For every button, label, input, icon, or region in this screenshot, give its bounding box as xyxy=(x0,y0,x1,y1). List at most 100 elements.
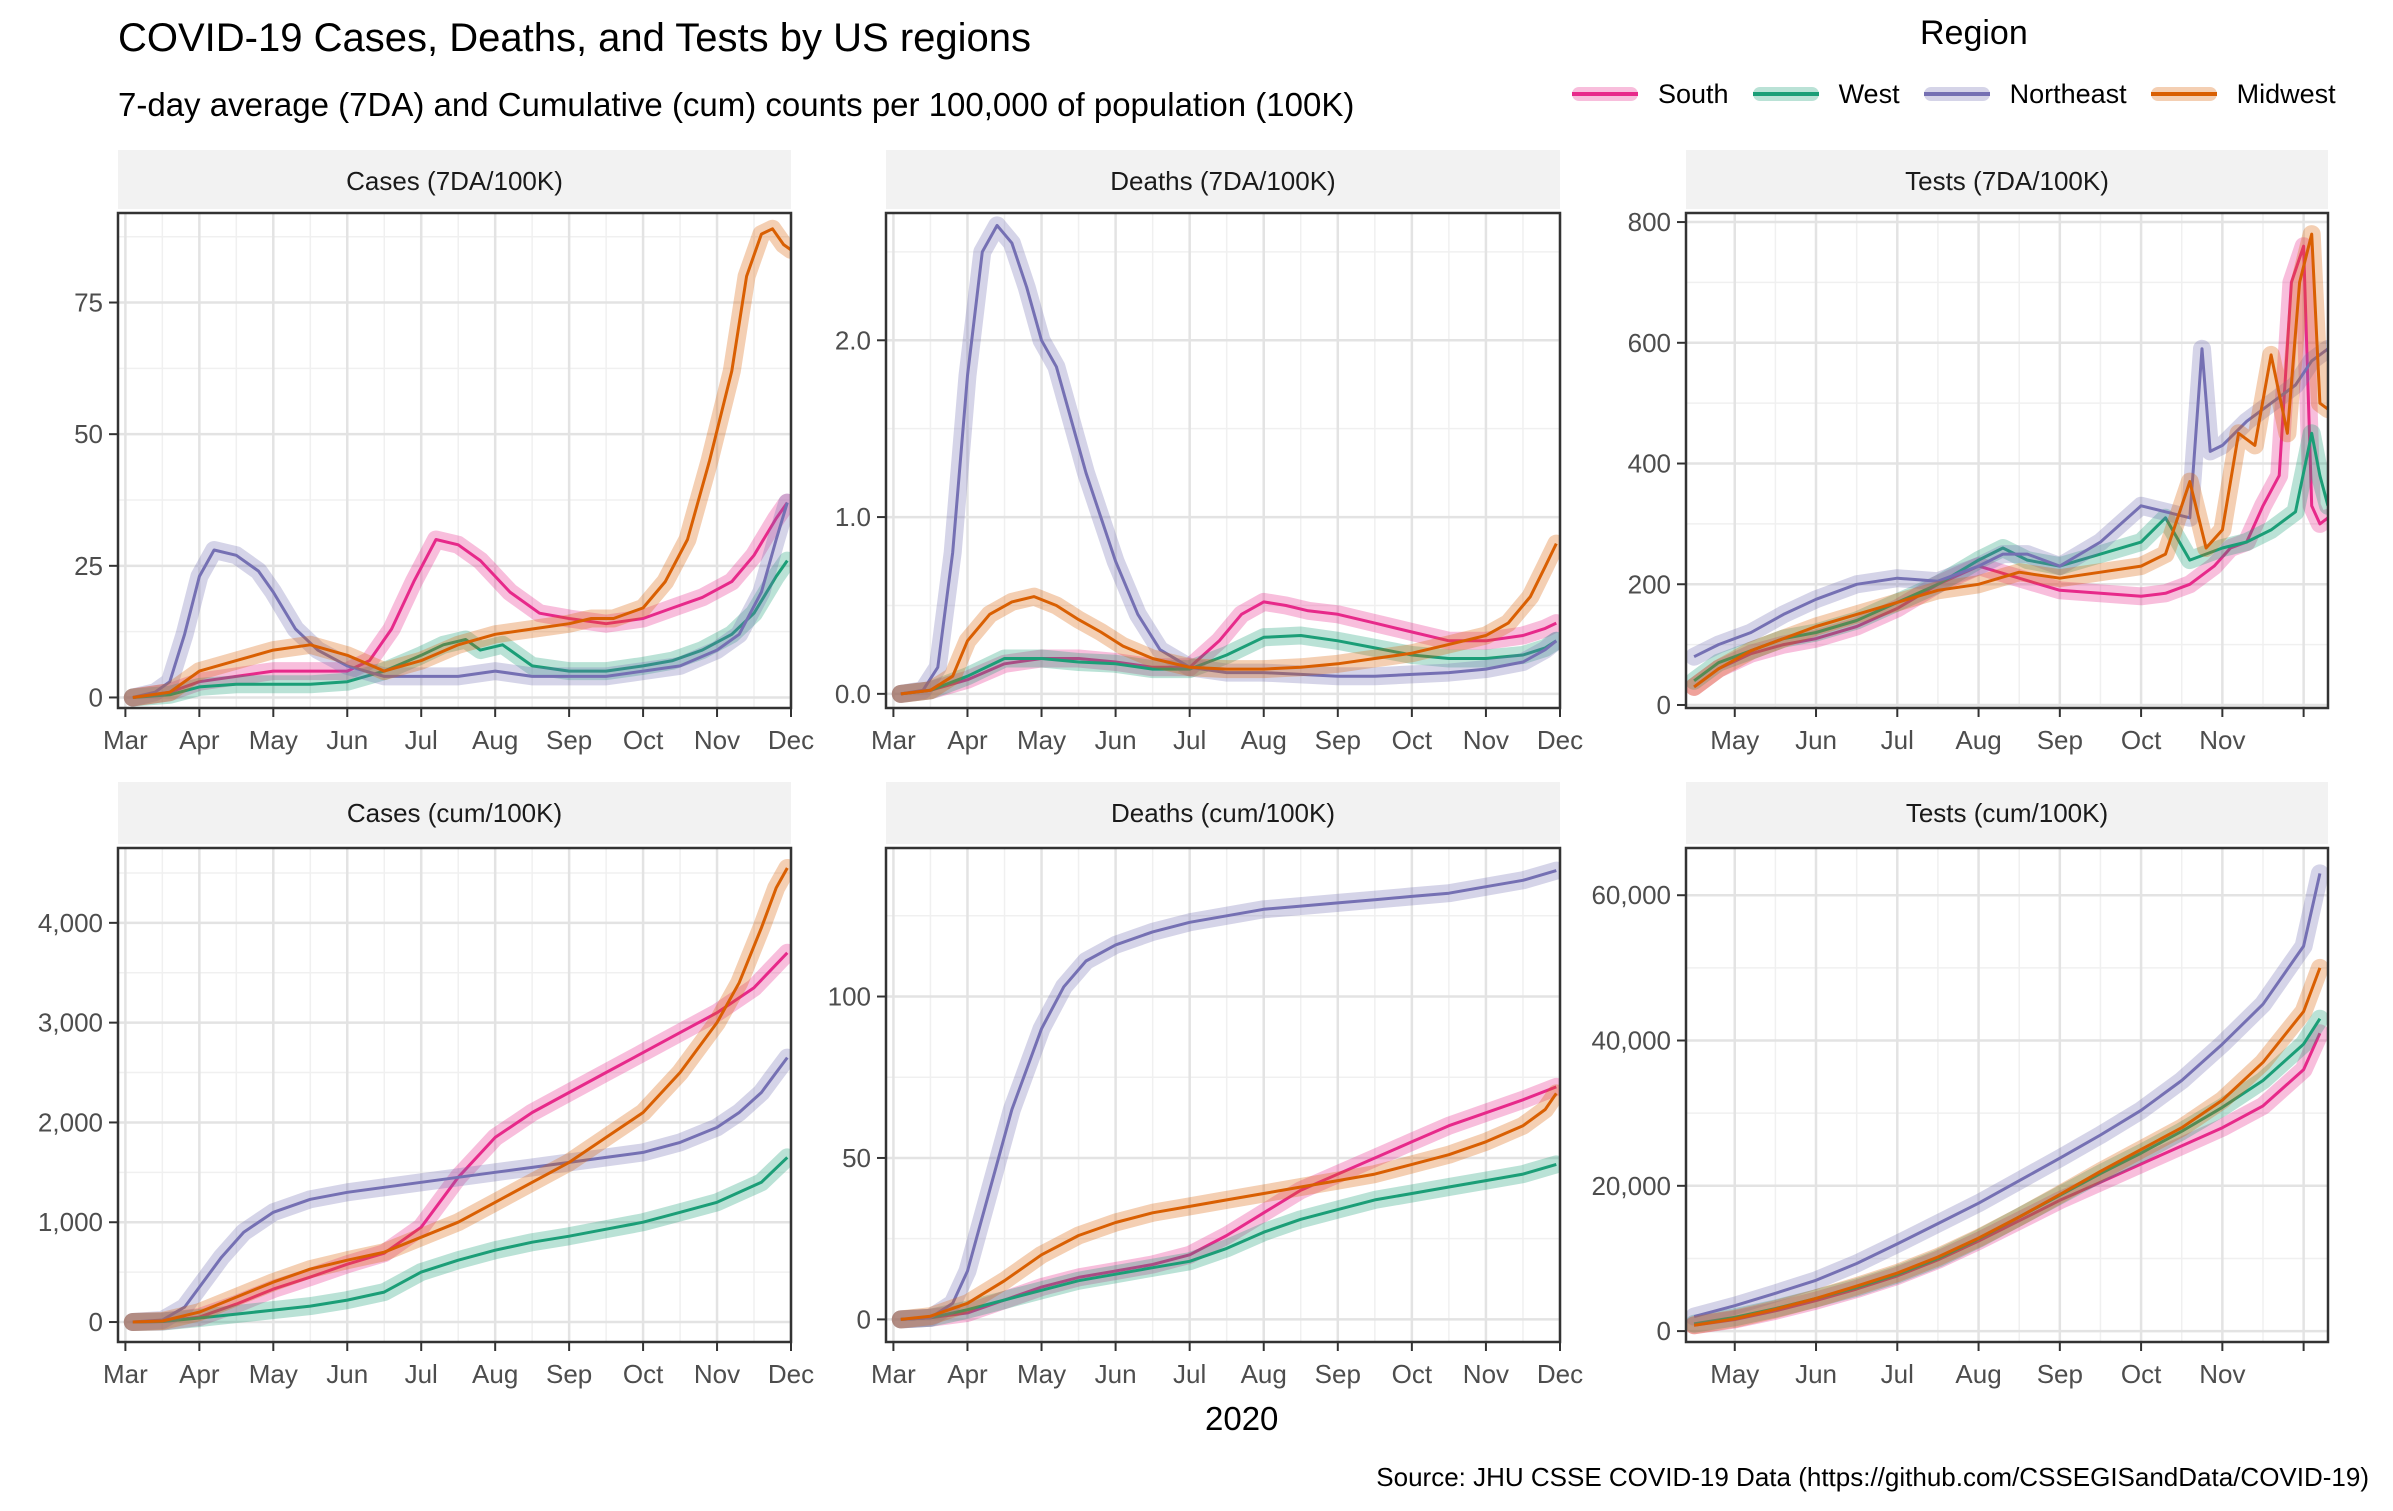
panel-border xyxy=(884,211,1562,710)
x-tick-label: Aug xyxy=(472,725,518,755)
legend-key-northeast xyxy=(1922,74,1992,114)
x-tick-label: Jun xyxy=(1795,1359,1837,1389)
x-tick-label: Aug xyxy=(1955,1359,2001,1389)
series-line-midwest xyxy=(132,867,789,1324)
legend: South West Northeast Midwest xyxy=(1570,74,2358,114)
y-tick-label: 0 xyxy=(89,682,103,712)
x-tick-label: Nov xyxy=(2199,1359,2245,1389)
x-tick-label: Sep xyxy=(1315,725,1361,755)
x-tick-label: Jul xyxy=(1881,725,1914,755)
series-line-west xyxy=(132,1156,789,1324)
legend-label: Midwest xyxy=(2236,78,2336,109)
y-tick-label: 25 xyxy=(74,551,103,581)
chart-title: COVID-19 Cases, Deaths, and Tests by US … xyxy=(118,16,1032,60)
panel-border xyxy=(116,211,793,710)
x-tick-label: Nov xyxy=(694,725,740,755)
series-line-northeast xyxy=(900,223,1558,696)
x-tick-label: Jun xyxy=(326,725,368,755)
series-band-midwest xyxy=(1686,958,2328,1335)
x-tick-label: Oct xyxy=(623,1359,664,1389)
series-band-midwest xyxy=(123,219,791,707)
x-tick-label: Jul xyxy=(1173,1359,1206,1389)
series-line-west xyxy=(1693,1017,2322,1326)
y-tick-label: 60,000 xyxy=(1591,880,1671,910)
series-line-west xyxy=(900,1162,1557,1321)
x-tick-label: Nov xyxy=(694,1359,740,1389)
x-tick-label: Jun xyxy=(1095,1359,1137,1389)
x-tick-label: Nov xyxy=(2199,725,2245,755)
x-tick-label: May xyxy=(249,725,298,755)
legend-label: Northeast xyxy=(2009,78,2127,109)
legend-key-south xyxy=(1570,74,1640,114)
series-line-midwest xyxy=(132,227,791,699)
x-tick-label: Sep xyxy=(2037,1359,2083,1389)
y-tick-label: 0 xyxy=(1657,1316,1671,1346)
x-tick-label: Dec xyxy=(1537,1359,1583,1389)
x-tick-label: Oct xyxy=(2121,725,2162,755)
x-tick-label: Apr xyxy=(179,725,220,755)
legend-item-northeast[interactable]: Northeast xyxy=(1922,74,2127,114)
x-tick-label: Sep xyxy=(2037,725,2083,755)
series-line-northeast xyxy=(132,1056,789,1324)
panel-strip xyxy=(1686,150,2328,209)
panel-title: Tests (cum/100K) xyxy=(1906,798,2108,828)
y-tick-label: 200 xyxy=(1628,569,1671,599)
x-tick-label: May xyxy=(1017,725,1066,755)
panel-strip xyxy=(886,150,1560,209)
x-tick-label: Aug xyxy=(472,1359,518,1389)
legend-item-midwest[interactable]: Midwest xyxy=(2149,74,2336,114)
series-line-west xyxy=(132,559,789,699)
panel-deaths-cum-100k: Deaths (cum/100K) 0 50 100 Mar Apr May Jun Jul Au… xyxy=(828,782,1583,1389)
panel-title: Cases (cum/100K) xyxy=(347,798,562,828)
x-tick-label: May xyxy=(1710,725,1759,755)
y-tick-label: 2.0 xyxy=(835,325,871,355)
y-tick-label: 3,000 xyxy=(38,1008,103,1038)
y-tick-label: 100 xyxy=(828,982,871,1012)
x-tick-label: Apr xyxy=(947,1359,988,1389)
legend-item-west[interactable]: West xyxy=(1751,74,1900,114)
x-tick-label: May xyxy=(1710,1359,1759,1389)
x-tick-label: Aug xyxy=(1241,725,1287,755)
x-tick-label: Apr xyxy=(179,1359,220,1389)
series-line-midwest xyxy=(1693,232,2328,689)
y-tick-label: 2,000 xyxy=(38,1107,103,1137)
panel-border xyxy=(884,846,1562,1344)
x-tick-label: Sep xyxy=(546,1359,592,1389)
y-tick-label: 20,000 xyxy=(1591,1171,1671,1201)
series-line-south xyxy=(1693,1032,2322,1327)
panel-strip xyxy=(886,782,1560,844)
x-tick-label: Aug xyxy=(1955,725,2001,755)
x-tick-label: Oct xyxy=(623,725,664,755)
x-tick-label: Dec xyxy=(768,1359,814,1389)
source-note: Source: JHU CSSE COVID-19 Data (https://… xyxy=(1376,1462,2369,1492)
x-tick-label: May xyxy=(1017,1359,1066,1389)
y-tick-label: 0 xyxy=(857,1304,871,1334)
series-line-midwest xyxy=(900,1092,1558,1321)
series-line-south xyxy=(132,501,789,699)
legend-item-south[interactable]: South xyxy=(1570,74,1729,114)
panel-deaths-7da-100k: Deaths (7DA/100K) 0.0 1.0 2.0 Mar Apr May Jun Ju… xyxy=(835,150,1583,755)
panel-tests-7da-100k: Tests (7DA/100K) 0 200 400 600 800 May Jun Jul Au… xyxy=(1628,150,2330,755)
x-tick-label: Jun xyxy=(1795,725,1837,755)
x-tick-label: Mar xyxy=(103,1359,148,1389)
x-tick-label: Sep xyxy=(546,725,592,755)
x-tick-label: Jun xyxy=(1095,725,1137,755)
panel-title: Deaths (cum/100K) xyxy=(1111,798,1335,828)
panel-strip xyxy=(118,150,791,209)
y-tick-label: 600 xyxy=(1628,328,1671,358)
series-band-west xyxy=(1686,1009,2328,1333)
y-tick-label: 1.0 xyxy=(835,502,871,532)
series-line-midwest xyxy=(1693,967,2322,1327)
x-tick-label: Oct xyxy=(1392,725,1433,755)
x-tick-label: Sep xyxy=(1315,1359,1361,1389)
y-tick-label: 0.0 xyxy=(835,679,871,709)
legend-label: West xyxy=(1838,78,1900,109)
x-tick-label: Jul xyxy=(1881,1359,1914,1389)
x-tick-label: May xyxy=(249,1359,298,1389)
panel-strip xyxy=(1686,782,2328,844)
series-line-northeast xyxy=(900,869,1557,1321)
series-line-northeast xyxy=(132,502,789,699)
chart-subtitle: 7-day average (7DA) and Cumulative (cum)… xyxy=(118,86,1355,123)
panel-tests-cum-100k: Tests (cum/100K) 0 20,000 40,000 60,000 May Ju… xyxy=(1591,782,2330,1389)
